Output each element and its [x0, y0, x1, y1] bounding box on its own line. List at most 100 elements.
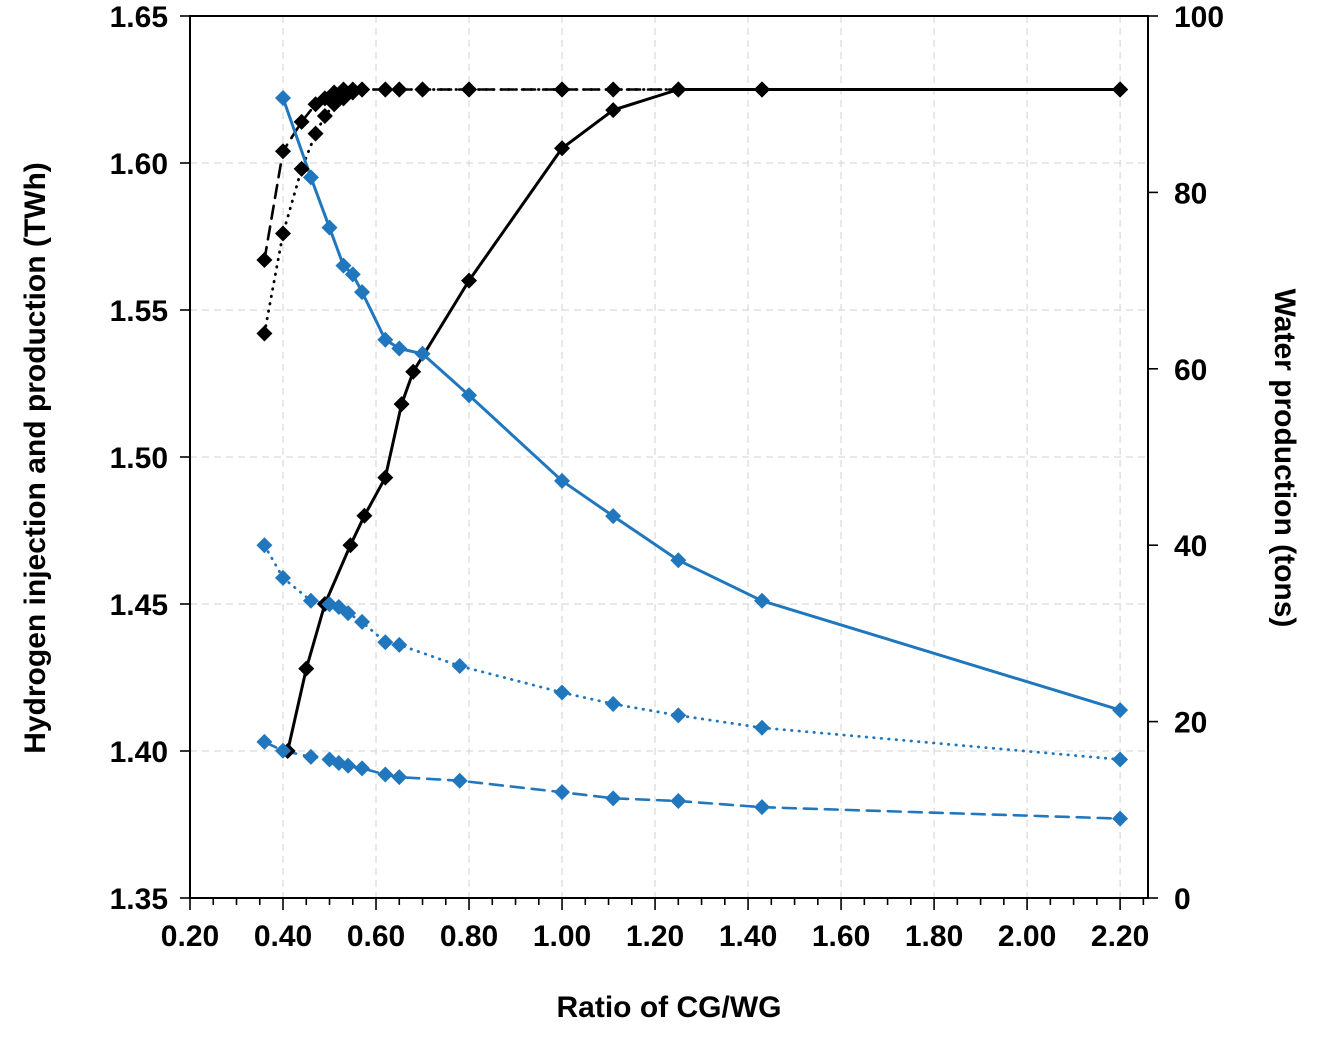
- marker-black-solid-hydrogen: [554, 140, 571, 157]
- marker-blue-dotted-water: [554, 684, 571, 701]
- marker-blue-dotted-water: [670, 707, 687, 724]
- left-tick-label: 1.55: [110, 295, 168, 328]
- left-tick-label: 1.50: [110, 442, 168, 475]
- marker-blue-solid-water: [302, 169, 319, 186]
- marker-blue-dashed-water: [391, 769, 408, 786]
- x-tick-label: 2.00: [998, 920, 1056, 953]
- marker-blue-dashed-water: [605, 790, 622, 807]
- marker-black-dotted-hydrogen: [391, 81, 408, 98]
- x-tick-label: 1.60: [812, 920, 870, 953]
- left-tick-label: 1.65: [110, 1, 168, 34]
- left-tick-label: 1.45: [110, 589, 168, 622]
- marker-black-dotted-hydrogen: [316, 107, 333, 124]
- x-tick-label: 2.20: [1091, 920, 1149, 953]
- x-tick-label: 0.80: [440, 920, 498, 953]
- marker-black-solid-hydrogen: [754, 81, 771, 98]
- marker-blue-dotted-water: [754, 719, 771, 736]
- marker-blue-dashed-water: [1112, 810, 1129, 827]
- left-tick-label: 1.40: [110, 736, 168, 769]
- marker-blue-solid-water: [391, 340, 408, 357]
- marker-blue-dotted-water: [354, 613, 371, 630]
- marker-blue-dashed-water: [451, 772, 468, 789]
- marker-black-solid-hydrogen: [342, 537, 359, 554]
- marker-blue-solid-water: [354, 284, 371, 301]
- right-tick-label: 20: [1174, 707, 1207, 740]
- marker-black-solid-hydrogen: [605, 102, 622, 119]
- marker-blue-solid-water: [344, 266, 361, 283]
- marker-black-dotted-hydrogen: [414, 81, 431, 98]
- left-tick-label: 1.60: [110, 148, 168, 181]
- right-axis-title: Water production (tons): [1268, 288, 1301, 628]
- marker-blue-dashed-water: [256, 733, 273, 750]
- marker-blue-dotted-water: [451, 658, 468, 675]
- marker-black-solid-hydrogen: [405, 363, 422, 380]
- series-line-black-dotted-hydrogen: [263, 88, 1122, 335]
- marker-blue-dotted-water: [377, 634, 394, 651]
- marker-blue-solid-water: [554, 472, 571, 489]
- marker-black-dotted-hydrogen: [354, 81, 371, 98]
- marker-blue-dotted-water: [391, 636, 408, 653]
- marker-blue-dotted-water: [275, 569, 292, 586]
- marker-black-solid-hydrogen: [377, 469, 394, 486]
- marker-blue-solid-water: [377, 331, 394, 348]
- marker-black-dashed-hydrogen: [256, 252, 273, 269]
- marker-blue-dashed-water: [354, 760, 371, 777]
- marker-blue-dashed-water: [670, 792, 687, 809]
- marker-black-dotted-hydrogen: [293, 160, 310, 177]
- x-tick-label: 1.80: [905, 920, 963, 953]
- series-line-black-solid-hydrogen: [286, 88, 1122, 753]
- marker-black-dashed-hydrogen: [293, 113, 310, 130]
- series-line-blue-dashed-water: [263, 740, 1122, 820]
- marker-blue-solid-water: [321, 219, 338, 236]
- marker-black-dotted-hydrogen: [605, 81, 622, 98]
- marker-blue-dashed-water: [754, 799, 771, 816]
- x-tick-label: 1.20: [626, 920, 684, 953]
- marker-blue-dashed-water: [302, 748, 319, 765]
- marker-black-solid-hydrogen: [1112, 81, 1129, 98]
- marker-blue-dashed-water: [275, 742, 292, 759]
- x-tick-label: 0.60: [347, 920, 405, 953]
- left-tick-label: 1.35: [110, 883, 168, 916]
- marker-black-dotted-hydrogen: [307, 125, 324, 142]
- right-tick-label: 60: [1174, 354, 1207, 387]
- right-tick-label: 40: [1174, 530, 1207, 563]
- series-line-blue-dotted-water: [263, 543, 1122, 761]
- marker-black-dotted-hydrogen: [275, 225, 292, 242]
- right-tick-label: 0: [1174, 883, 1191, 916]
- marker-black-dotted-hydrogen: [256, 325, 273, 342]
- x-tick-label: 1.00: [533, 920, 591, 953]
- marker-blue-dotted-water: [302, 592, 319, 609]
- marker-black-solid-hydrogen: [356, 507, 373, 524]
- marker-black-solid-hydrogen: [298, 660, 315, 677]
- x-axis-title: Ratio of CG/WG: [556, 991, 782, 1024]
- x-tick-label: 1.40: [719, 920, 777, 953]
- marker-blue-dotted-water: [1112, 751, 1129, 768]
- x-tick-label: 0.40: [254, 920, 312, 953]
- marker-blue-solid-water: [335, 257, 352, 274]
- marker-black-dotted-hydrogen: [554, 81, 571, 98]
- marker-blue-solid-water: [1112, 702, 1129, 719]
- marker-blue-solid-water: [670, 552, 687, 569]
- marker-blue-dashed-water: [377, 766, 394, 783]
- marker-blue-solid-water: [605, 508, 622, 525]
- series-line-black-dashed-hydrogen: [263, 88, 1122, 262]
- marker-blue-solid-water: [275, 90, 292, 107]
- marker-blue-solid-water: [754, 592, 771, 609]
- x-tick-label: 0.20: [161, 920, 219, 953]
- marker-black-dotted-hydrogen: [461, 81, 478, 98]
- marker-blue-dashed-water: [340, 757, 357, 774]
- right-tick-label: 100: [1174, 1, 1224, 34]
- marker-blue-solid-water: [414, 345, 431, 362]
- marker-black-solid-hydrogen: [393, 396, 410, 413]
- marker-black-dashed-hydrogen: [275, 143, 292, 160]
- marker-blue-dotted-water: [340, 605, 357, 622]
- marker-blue-dotted-water: [605, 695, 622, 712]
- right-tick-label: 80: [1174, 177, 1207, 210]
- marker-blue-dotted-water: [256, 537, 273, 554]
- left-axis-title: Hydrogen injection and production (TWh): [19, 162, 52, 754]
- marker-black-dotted-hydrogen: [377, 81, 394, 98]
- marker-black-solid-hydrogen: [461, 272, 478, 289]
- marker-blue-dashed-water: [554, 784, 571, 801]
